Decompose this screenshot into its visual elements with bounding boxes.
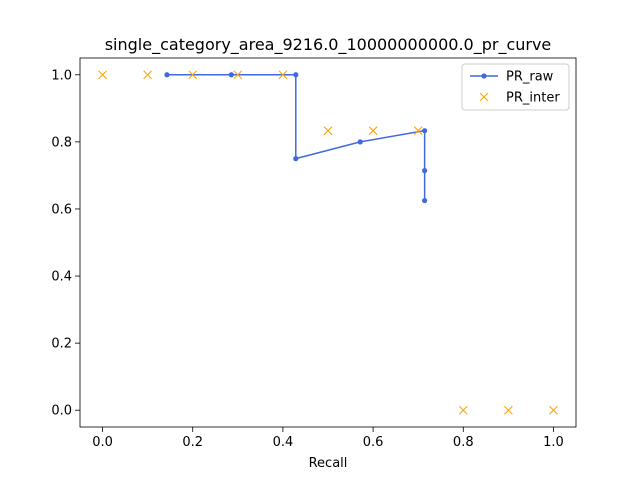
point-PR_inter-1: [143, 70, 153, 80]
y-tick-label-2: 0.4: [51, 270, 72, 285]
point-PR_raw-2: [293, 72, 299, 78]
x-tick-label-2: 0.4: [273, 435, 294, 450]
legend: PR_raw PR_inter: [461, 63, 570, 111]
point-PR_inter-8-stroke-b: [458, 405, 468, 415]
x-tick-label-3: 0.6: [363, 435, 384, 450]
y-tick-label-4: 0.8: [51, 135, 72, 150]
point-PR_inter-1-stroke-b: [143, 70, 153, 80]
point-PR_inter-7: [413, 126, 423, 136]
legend-label-PR_inter: PR_inter: [506, 91, 560, 106]
y-tick-label-5: 1.0: [51, 68, 72, 83]
x-tick-label-4: 0.8: [453, 435, 474, 450]
x-tick-label-5: 1.0: [543, 435, 564, 450]
plot-frame: [79, 57, 577, 428]
point-PR_raw-4: [357, 139, 363, 145]
y-tick-label-0: 0.0: [51, 404, 72, 419]
point-PR_inter-0: [98, 70, 107, 80]
point-PR_inter-6-stroke-b: [368, 126, 378, 136]
series-line-PR_raw: [166, 74, 426, 201]
point-PR_inter-7-stroke-b: [413, 126, 423, 136]
point-PR_inter-5-stroke-b: [323, 126, 333, 136]
point-PR_inter-2-stroke-b: [188, 70, 198, 80]
legend-handle-marker-PR_inter: [479, 92, 489, 102]
point-PR_inter-2: [188, 70, 198, 80]
legend-handle-marker-PR_inter-stroke-b: [479, 92, 489, 102]
legend-label-PR_raw: PR_raw: [506, 70, 554, 85]
legend-handle-marker-PR_raw: [481, 73, 487, 79]
y-tick-label-3: 0.6: [51, 202, 72, 217]
y-tick-label-1: 0.2: [51, 337, 72, 352]
point-PR_raw-3: [293, 156, 299, 162]
point-PR_raw-5: [422, 128, 428, 134]
point-PR_inter-3: [233, 70, 243, 80]
point-PR_inter-10: [549, 405, 558, 415]
point-PR_inter-5: [323, 126, 333, 136]
point-PR_inter-10-stroke-b: [549, 405, 558, 415]
point-PR_inter-0-stroke-b: [98, 70, 107, 80]
point-PR_inter-4-stroke-b: [278, 70, 288, 80]
point-PR_inter-9-stroke-b: [503, 405, 513, 415]
chart-title: single_category_area_9216.0_10000000000.…: [105, 35, 552, 55]
x-tick-label-1: 0.2: [182, 435, 203, 450]
point-PR_raw-7: [422, 197, 428, 204]
axes: 0.0 0.2 0.4 0.6 0.8 1.0 0.0 0.2 0.4 0.6 0.8 1.0: [51, 57, 577, 450]
plot-marks: [98, 70, 558, 415]
point-PR_raw-1: [228, 72, 234, 78]
point-PR_inter-3-stroke-b: [233, 70, 243, 80]
point-PR_raw-0: [164, 72, 170, 78]
x-axis-title: Recall: [309, 456, 348, 471]
point-PR_raw-6: [422, 168, 428, 174]
point-PR_inter-9: [503, 405, 513, 415]
point-PR_inter-6: [368, 126, 378, 136]
point-PR_inter-4: [278, 70, 288, 80]
point-PR_inter-8: [458, 405, 468, 415]
x-tick-label-0: 0.0: [92, 435, 113, 450]
